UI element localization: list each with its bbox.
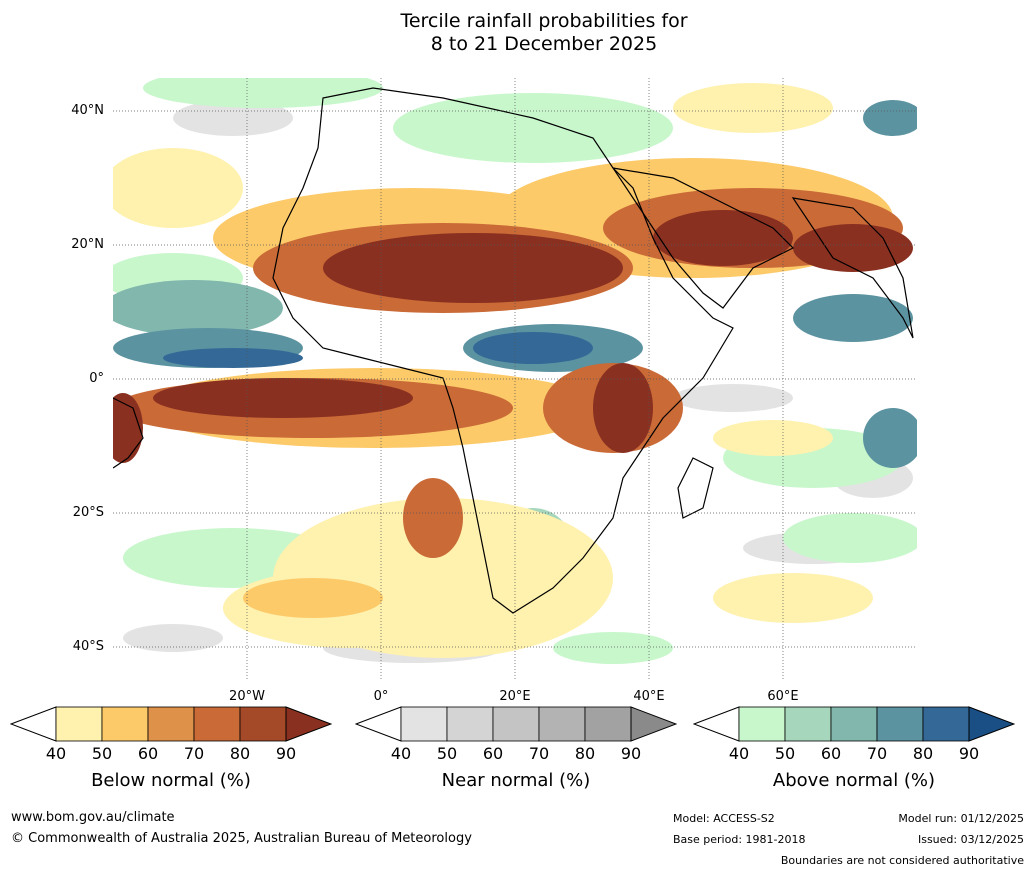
- below-normal-max-patches: [113, 210, 913, 463]
- tick: 50: [436, 744, 458, 763]
- swatch: [876, 706, 924, 742]
- colorbar-above-normal: 40 50 60 70 80 90 Above normal (%): [692, 706, 1016, 791]
- colorbar-below-svg: [9, 706, 333, 742]
- colorbar-above-svg: [692, 706, 1016, 742]
- tick: 60: [820, 744, 842, 763]
- colorbar-near-svg: [354, 706, 678, 742]
- chart-title: Tercile rainfall probabilities for 8 to …: [0, 10, 1035, 56]
- tick: 80: [574, 744, 596, 763]
- website-link[interactable]: www.bom.gov.au/climate: [11, 810, 175, 825]
- tick: 40: [45, 744, 67, 763]
- tick: 70: [528, 744, 550, 763]
- above-normal-strong-patches: [113, 100, 917, 588]
- swatch: [55, 706, 103, 742]
- probability-map: [113, 78, 917, 681]
- swatch: [538, 706, 586, 742]
- model-text: Model: ACCESS-S2: [673, 812, 775, 825]
- tick: 70: [866, 744, 888, 763]
- tick: 60: [137, 744, 159, 763]
- tick: 40: [390, 744, 412, 763]
- colorbar-caption: Above normal (%): [772, 770, 936, 791]
- swatch: [193, 706, 241, 742]
- disclaimer-text: Boundaries are not considered authoritat…: [780, 854, 1024, 867]
- lon-label-20e: 20°E: [499, 689, 531, 704]
- lon-label-20w: 20°W: [229, 689, 265, 704]
- colorbar-near-normal: 40 50 60 70 80 90 Near normal (%): [354, 706, 678, 791]
- colorbar-caption: Near normal (%): [441, 770, 591, 791]
- issued-text: Issued: 03/12/2025: [917, 833, 1024, 846]
- copyright-text: © Commonwealth of Australia 2025, Austra…: [11, 831, 472, 846]
- colorbar-below-normal: 40 50 60 70 80 90 Below normal (%): [9, 706, 333, 791]
- swatch: [147, 706, 195, 742]
- tick: 60: [482, 744, 504, 763]
- swatch: [101, 706, 149, 742]
- title-line-2: 8 to 21 December 2025: [430, 33, 658, 55]
- lon-label-60e: 60°E: [767, 689, 799, 704]
- title-line-1: Tercile rainfall probabilities for: [400, 10, 688, 32]
- graticule: [113, 78, 917, 681]
- swatch: [492, 706, 540, 742]
- swatch: [784, 706, 832, 742]
- tick: 40: [728, 744, 750, 763]
- swatch: [738, 706, 786, 742]
- swatch: [400, 706, 448, 742]
- swatch: [830, 706, 878, 742]
- lat-label-0: 0°: [89, 371, 104, 386]
- tick: 80: [229, 744, 251, 763]
- swatch: [922, 706, 970, 742]
- colorbar-caption: Below normal (%): [91, 770, 251, 791]
- swatch: [584, 706, 632, 742]
- tick: 70: [183, 744, 205, 763]
- lon-label-40e: 40°E: [633, 689, 665, 704]
- lon-label-0: 0°: [373, 689, 389, 704]
- lat-label-40n: 40°N: [71, 103, 104, 118]
- lat-label-20s: 20°S: [72, 505, 104, 520]
- tick: 50: [91, 744, 113, 763]
- base-period-text: Base period: 1981-2018: [673, 833, 806, 846]
- tick: 90: [275, 744, 297, 763]
- lat-label-20n: 20°N: [71, 237, 104, 252]
- map-svg: [113, 78, 917, 681]
- lat-label-40s: 40°S: [72, 639, 104, 654]
- swatch: [239, 706, 287, 742]
- swatch: [446, 706, 494, 742]
- tick: 50: [774, 744, 796, 763]
- tick: 90: [958, 744, 980, 763]
- tick: 90: [620, 744, 642, 763]
- model-run-text: Model run: 01/12/2025: [898, 812, 1024, 825]
- tick: 80: [912, 744, 934, 763]
